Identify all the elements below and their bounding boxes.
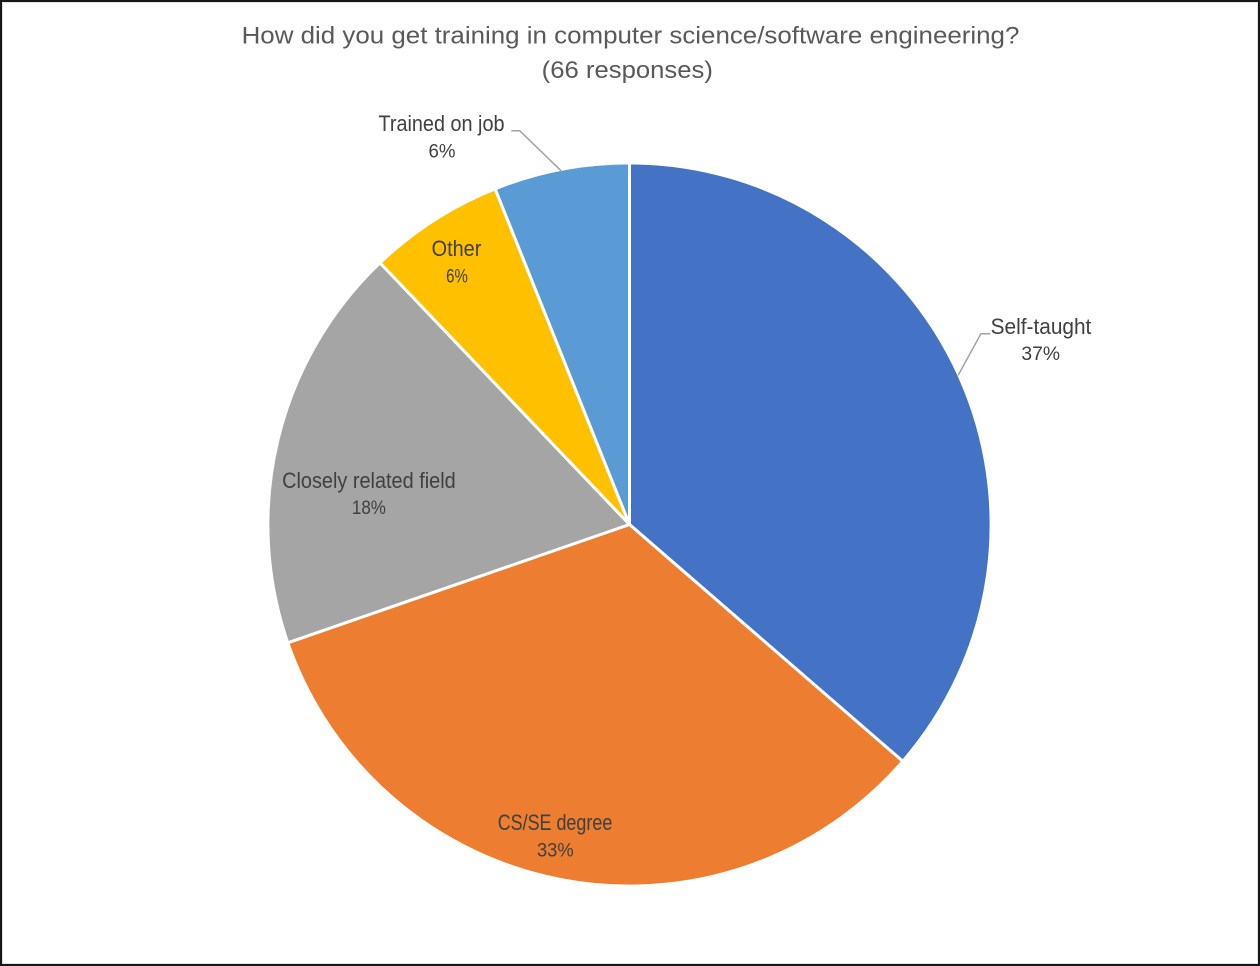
svg-text:CS/SE degree: CS/SE degree <box>498 810 613 835</box>
svg-text:Closely related field: Closely related field <box>282 468 456 493</box>
svg-text:Self-taught: Self-taught <box>991 314 1092 339</box>
svg-text:(66 responses): (66 responses) <box>542 57 713 84</box>
svg-text:37%: 37% <box>1021 343 1060 365</box>
svg-text:Other: Other <box>432 236 482 261</box>
svg-text:Trained on job: Trained on job <box>379 111 505 136</box>
svg-text:18%: 18% <box>352 497 386 519</box>
svg-text:6%: 6% <box>446 265 468 287</box>
svg-text:6%: 6% <box>429 140 456 162</box>
svg-text:How did you get training in co: How did you get training in computer sci… <box>242 22 1020 49</box>
svg-text:33%: 33% <box>537 839 574 861</box>
